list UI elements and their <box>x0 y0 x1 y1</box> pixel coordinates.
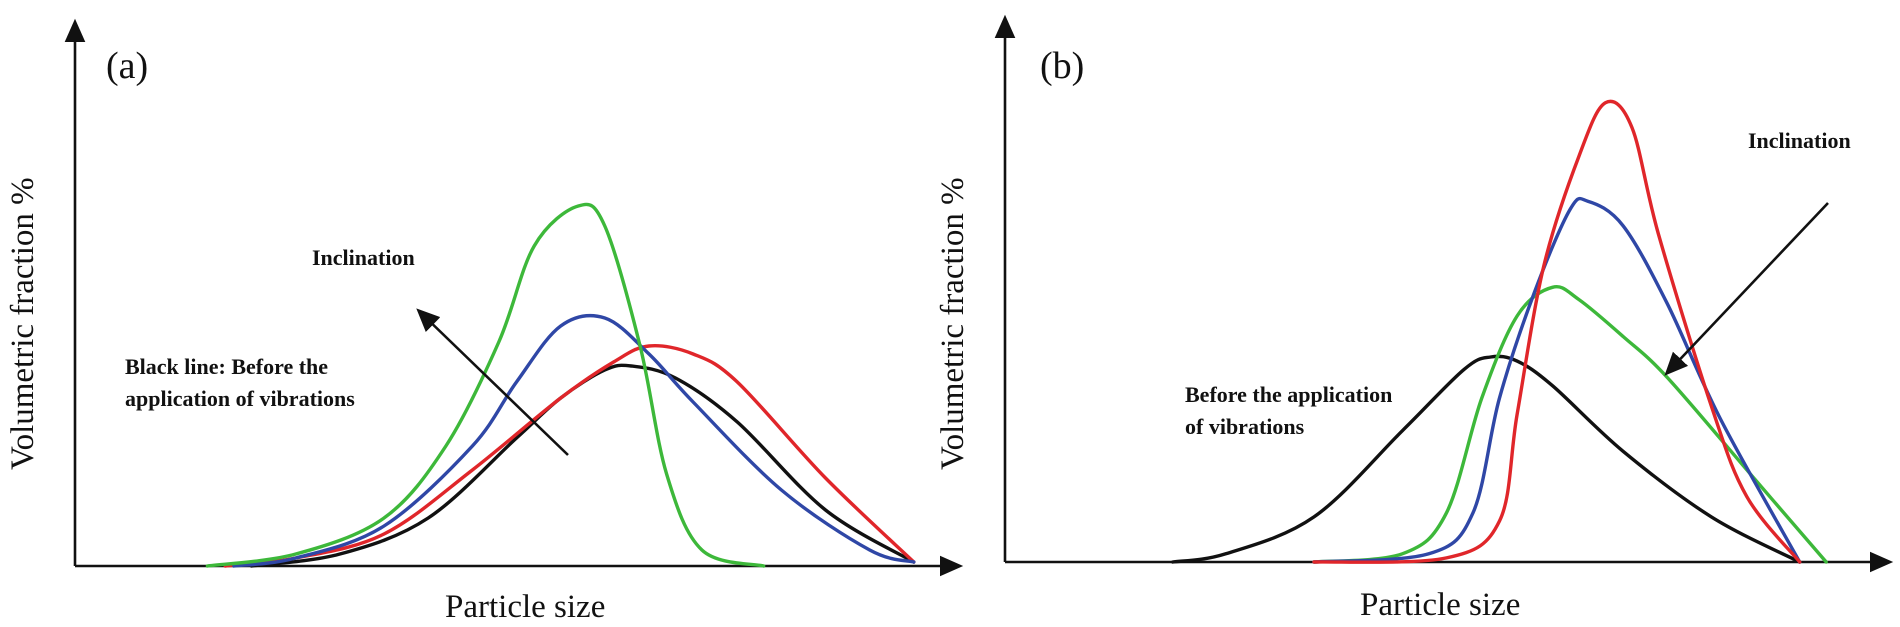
panel-b-curve-blue <box>1312 196 1802 564</box>
panel-a-curve-green <box>205 202 766 568</box>
panel-b: (b) Particle size Volumetric fraction % … <box>935 14 1894 623</box>
panel-b-curve-black <box>1171 354 1802 564</box>
panel-b-curve-green <box>1312 285 1828 564</box>
panel-b-note-line-2: of vibrations <box>1185 414 1305 439</box>
panel-a-inclination-arrow <box>416 308 569 456</box>
panel-a: (a) Particle size Volumetric fraction % … <box>5 18 964 625</box>
panel-a-arrow-label: Inclination <box>312 245 415 270</box>
panel-a-note-line-2: application of vibrations <box>125 386 355 411</box>
panel-b-label: (b) <box>1040 45 1084 87</box>
panel-a-x-axis-title: Particle size <box>445 589 605 625</box>
panel-b-inclination-arrow <box>1664 202 1829 376</box>
panel-b-curve-red <box>1312 99 1802 564</box>
panel-a-curves <box>205 202 916 568</box>
panel-a-curve-blue <box>232 313 916 568</box>
panel-b-x-axis-title: Particle size <box>1360 587 1520 623</box>
panel-b-arrow-label: Inclination <box>1748 128 1851 153</box>
panel-b-note-line-1: Before the application <box>1185 382 1392 407</box>
panel-a-curve-black <box>249 363 916 568</box>
panel-a-note-line-1: Black line: Before the <box>125 354 328 379</box>
panel-a-label: (a) <box>106 45 148 87</box>
panel-b-y-axis-title: Volumetric fraction % <box>935 177 971 470</box>
panel-b-curves <box>1171 99 1828 564</box>
panel-a-y-axis-title: Volumetric fraction % <box>5 177 41 470</box>
panel-a-curve-red <box>223 344 916 568</box>
